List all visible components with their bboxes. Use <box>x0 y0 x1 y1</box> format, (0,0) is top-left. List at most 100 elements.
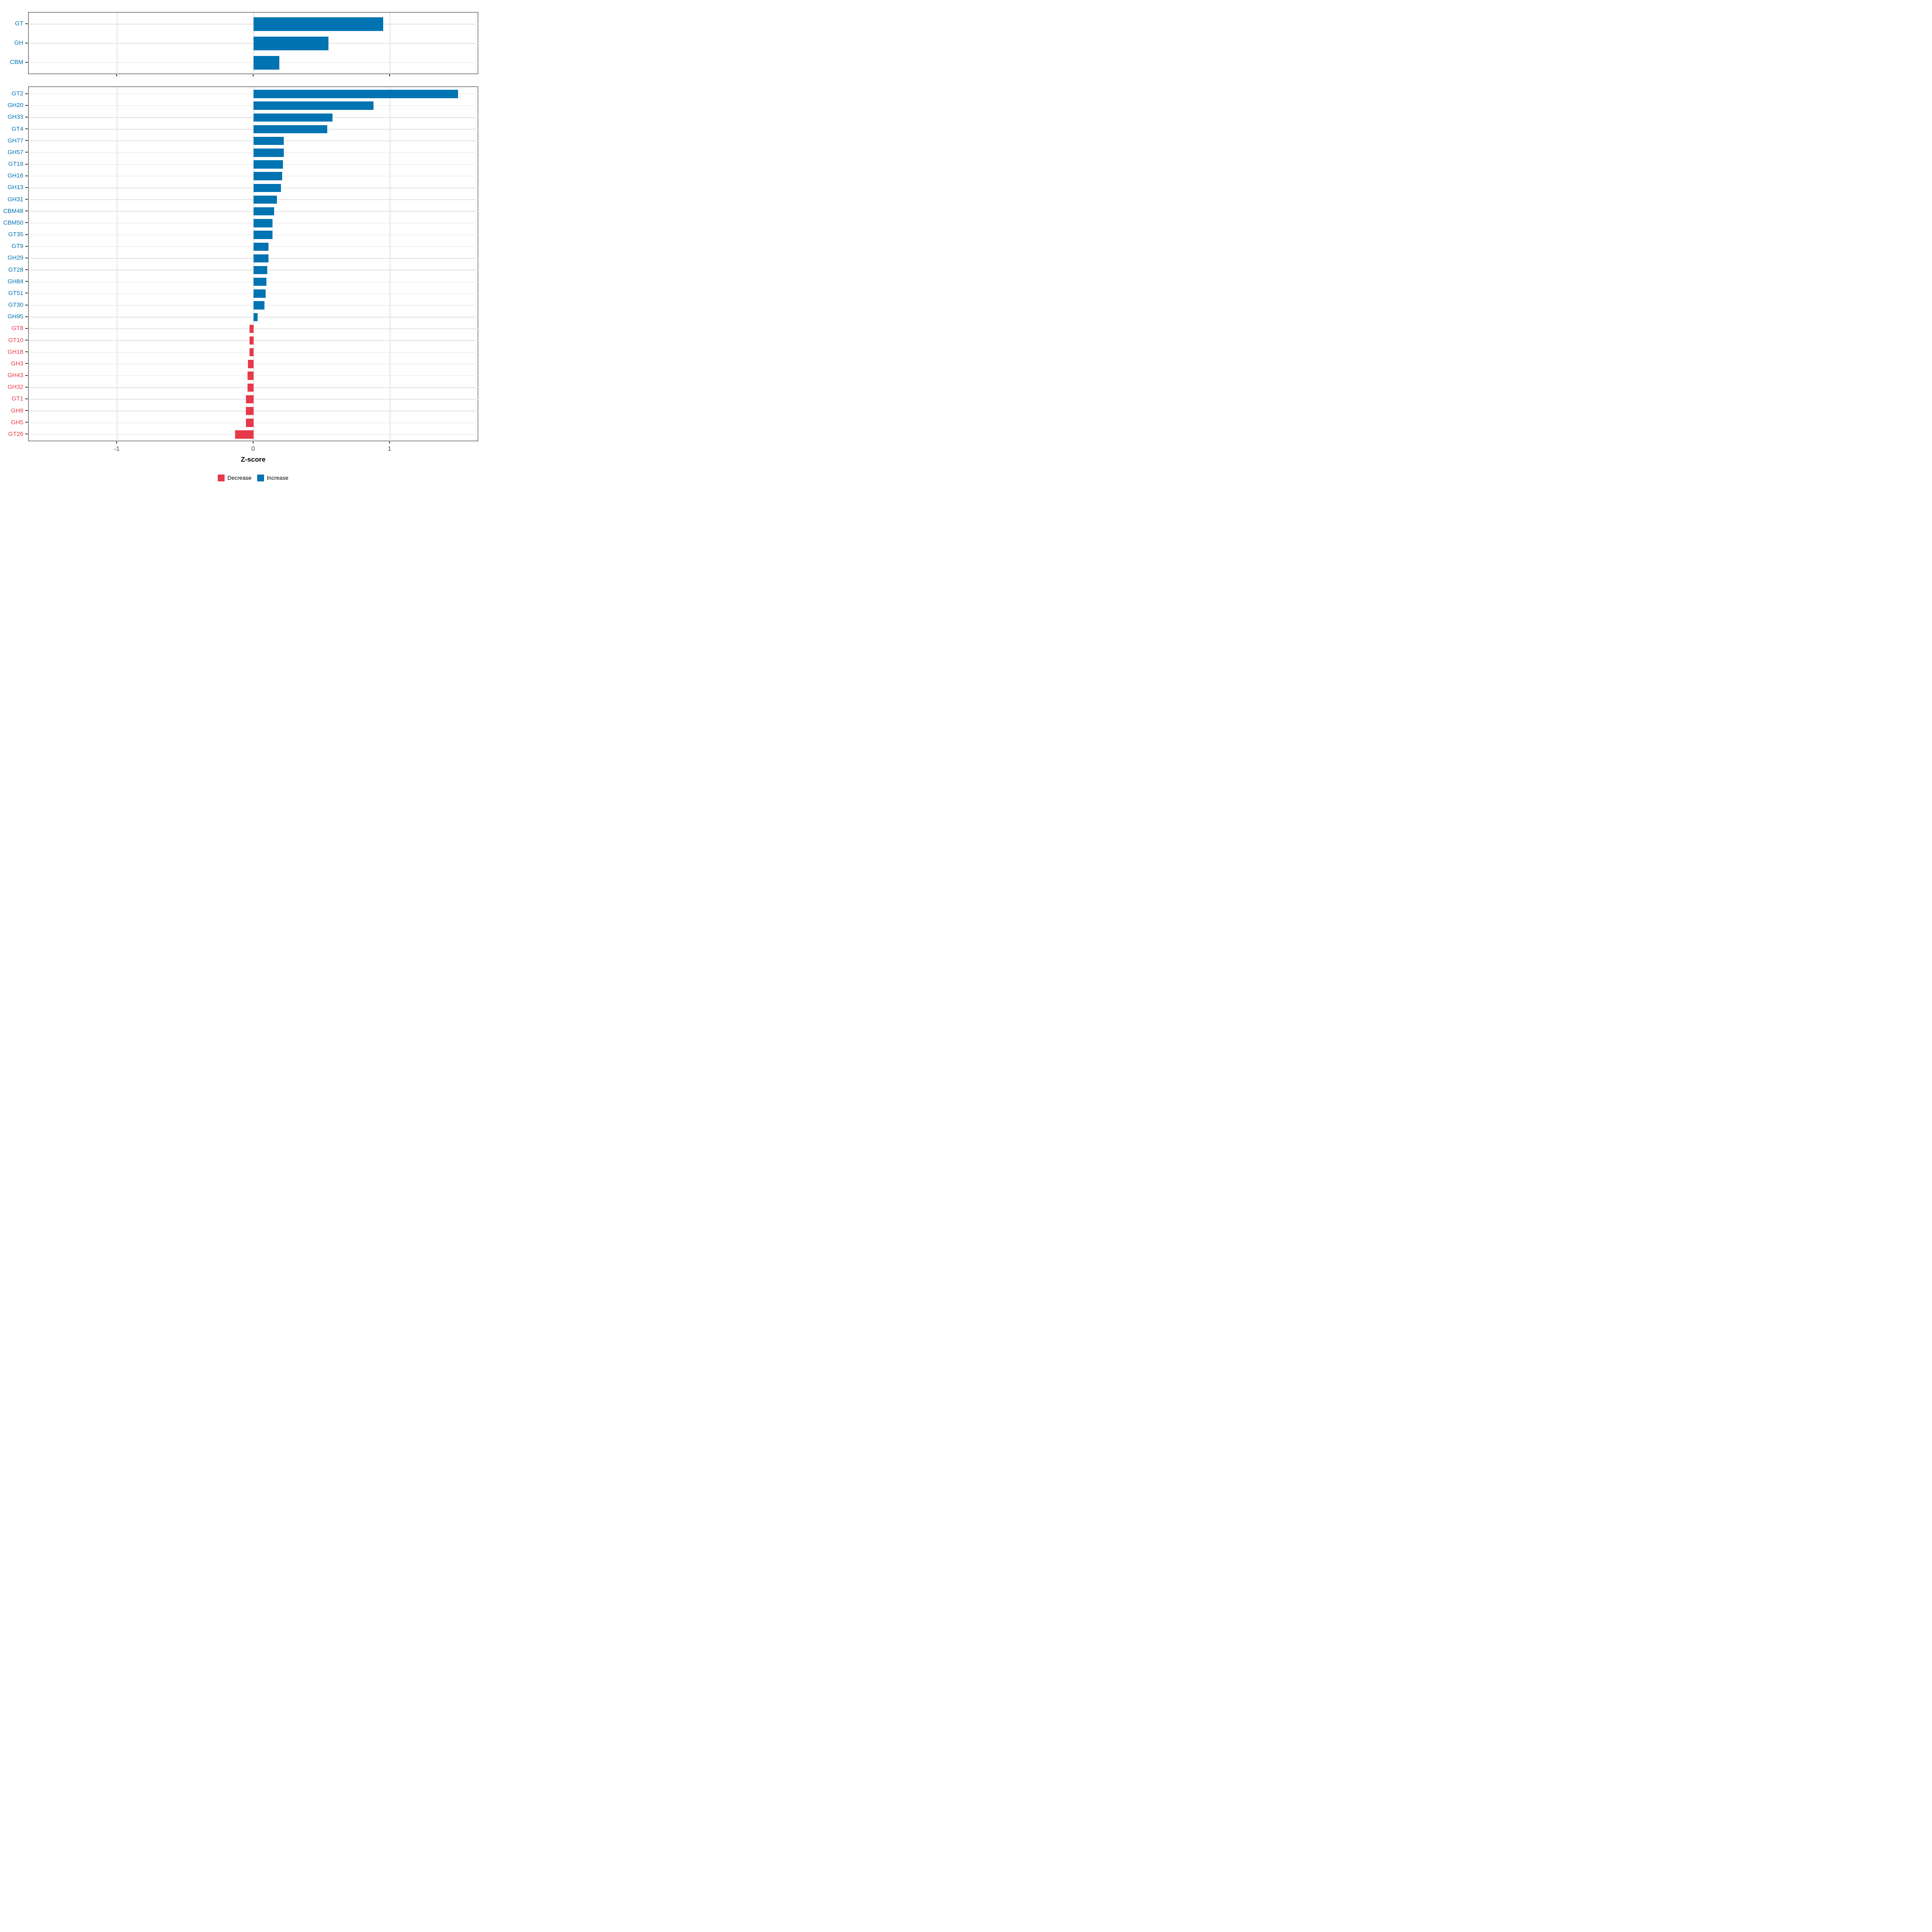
bar-GT1 <box>246 395 254 404</box>
y-axis-label: GT8 <box>11 325 23 332</box>
y-axis-tick <box>25 187 28 188</box>
y-axis-tick <box>25 328 28 329</box>
y-axis-label: GH33 <box>7 114 23 121</box>
bar-GH16 <box>254 172 283 180</box>
y-axis-label: GH32 <box>7 384 23 391</box>
x-gridline <box>253 87 254 442</box>
y-gridline <box>29 340 479 341</box>
y-axis-tick <box>25 163 28 165</box>
y-axis-label: GT1 <box>11 395 23 402</box>
y-axis-label: GT19 <box>8 161 23 168</box>
bar-GT4 <box>254 125 327 134</box>
y-axis-label: GH18 <box>7 348 23 355</box>
bar-GT19 <box>254 160 283 169</box>
y-axis-tick <box>25 433 28 435</box>
y-gridline <box>29 399 479 400</box>
y-axis-tick <box>25 199 28 200</box>
legend-label-decrease: Decrease <box>227 475 252 481</box>
y-axis-tick <box>25 386 28 388</box>
y-axis-tick <box>25 363 28 364</box>
y-axis-label: GT51 <box>8 289 23 297</box>
y-axis-label: GT10 <box>8 336 23 344</box>
y-axis-tick <box>25 246 28 247</box>
bar-GT28 <box>254 266 267 275</box>
bar-GH32 <box>247 383 254 392</box>
legend-item-increase: Increase <box>257 475 289 481</box>
bar-GH20 <box>254 101 374 110</box>
bar-GT35 <box>254 231 273 239</box>
y-axis-tick <box>25 281 28 282</box>
x-axis-tick <box>253 441 254 444</box>
y-axis-label: GH77 <box>7 137 23 144</box>
y-axis-label: CBM <box>10 59 23 66</box>
bar-GT10 <box>249 336 254 345</box>
y-axis-tick <box>25 128 28 130</box>
y-axis-label: GH9 <box>11 407 23 414</box>
bar-chart-figure: Z-score Decrease Increase GT GH CBM GT2 GH20… <box>0 0 483 483</box>
y-axis-label: GH95 <box>7 313 23 320</box>
y-axis-tick <box>25 116 28 118</box>
y-axis-tick <box>25 62 28 63</box>
y-axis-tick <box>25 269 28 270</box>
x-axis-tick-label: -1 <box>114 446 120 452</box>
y-axis-label: CBM48 <box>3 207 23 215</box>
y-axis-label: GT <box>15 20 23 27</box>
bar-GH77 <box>254 136 284 145</box>
y-axis-label: GH84 <box>7 278 23 285</box>
legend-item-decrease: Decrease <box>218 475 252 481</box>
y-axis-label: GH43 <box>7 372 23 379</box>
y-axis-label: GH29 <box>7 254 23 262</box>
y-axis-tick <box>25 152 28 153</box>
bar-GT26 <box>235 430 254 439</box>
bar-GH29 <box>254 254 269 263</box>
x-axis-tick <box>253 74 254 76</box>
bar-GH95 <box>254 313 258 321</box>
y-axis-tick <box>25 375 28 376</box>
x-axis-tick <box>116 441 118 444</box>
bar-GT51 <box>254 289 266 298</box>
y-axis-label: GH3 <box>11 360 23 367</box>
bar-GH84 <box>254 278 267 286</box>
y-axis-tick <box>25 105 28 106</box>
y-gridline <box>29 363 479 365</box>
bar-GH57 <box>254 149 284 157</box>
y-axis-label: GH20 <box>7 102 23 109</box>
bar-GT2 <box>254 90 458 98</box>
y-axis-tick <box>25 222 28 223</box>
x-axis-tick-label: 1 <box>388 446 392 452</box>
y-axis-label: GH13 <box>7 184 23 191</box>
x-axis-tick-label: 0 <box>251 446 255 452</box>
bar-GH18 <box>249 348 254 357</box>
bar-GT9 <box>254 242 269 251</box>
bar-GH31 <box>254 195 277 204</box>
y-axis-tick <box>25 175 28 176</box>
panel-enzyme-class <box>28 12 479 74</box>
bar-GT30 <box>254 301 265 310</box>
increase-swatch <box>257 475 264 481</box>
y-axis-label: GH31 <box>7 196 23 203</box>
x-axis-tick <box>116 74 118 76</box>
y-axis-tick <box>25 340 28 341</box>
y-gridline <box>29 434 479 435</box>
y-gridline <box>29 387 479 388</box>
y-axis-label: GH5 <box>11 419 23 426</box>
bar-GT8 <box>249 324 254 333</box>
bar-GT <box>254 17 383 31</box>
y-axis-label: GT28 <box>8 266 23 273</box>
y-axis-tick <box>25 316 28 317</box>
y-axis-label: GT35 <box>8 231 23 238</box>
bar-GH13 <box>254 184 281 192</box>
bar-CBM50 <box>254 219 273 227</box>
y-axis-tick <box>25 398 28 399</box>
bar-GH5 <box>246 419 254 427</box>
y-axis-label: GH <box>14 39 24 47</box>
y-axis-label: GH16 <box>7 172 23 180</box>
bar-GH33 <box>254 113 333 122</box>
bar-GH9 <box>246 407 254 415</box>
y-axis-label: GT30 <box>8 301 23 309</box>
y-axis-label: GT4 <box>11 125 23 132</box>
y-axis-tick <box>25 234 28 235</box>
y-axis-tick <box>25 351 28 353</box>
x-gridline <box>117 87 118 442</box>
y-axis-label: CBM50 <box>3 219 23 226</box>
